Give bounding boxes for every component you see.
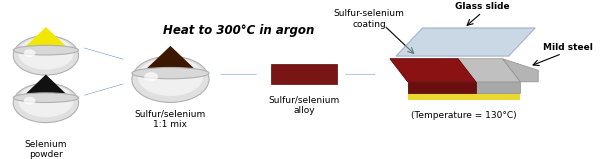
- Text: Mild steel: Mild steel: [543, 43, 593, 52]
- Text: Sulfur/selenium
alloy: Sulfur/selenium alloy: [268, 96, 340, 115]
- Text: Heat to 300°C in argon: Heat to 300°C in argon: [163, 24, 314, 37]
- Ellipse shape: [13, 45, 79, 55]
- Ellipse shape: [23, 49, 35, 57]
- Ellipse shape: [144, 72, 158, 81]
- Text: (Temperature = 130°C): (Temperature = 130°C): [411, 111, 517, 120]
- Text: Selenium
powder: Selenium powder: [25, 140, 67, 159]
- Ellipse shape: [13, 36, 79, 75]
- Polygon shape: [271, 64, 337, 84]
- Ellipse shape: [132, 56, 209, 102]
- Text: Sulfur-selenium
coating: Sulfur-selenium coating: [334, 9, 404, 29]
- Polygon shape: [408, 93, 520, 100]
- Polygon shape: [396, 28, 535, 56]
- Ellipse shape: [23, 97, 35, 105]
- Ellipse shape: [137, 57, 203, 96]
- Ellipse shape: [13, 83, 79, 123]
- Ellipse shape: [18, 84, 74, 117]
- Polygon shape: [390, 59, 520, 82]
- Text: Sulfur/selenium
1:1 mix: Sulfur/selenium 1:1 mix: [135, 110, 206, 129]
- Text: Sulfur
powder: Sulfur powder: [29, 95, 63, 114]
- Polygon shape: [503, 59, 538, 82]
- Ellipse shape: [18, 37, 74, 70]
- Polygon shape: [23, 27, 69, 49]
- Ellipse shape: [13, 93, 79, 103]
- Polygon shape: [408, 82, 520, 93]
- Polygon shape: [143, 46, 197, 72]
- Polygon shape: [408, 82, 476, 93]
- Polygon shape: [390, 59, 476, 82]
- Text: Glass slide: Glass slide: [455, 2, 509, 10]
- Ellipse shape: [132, 67, 209, 79]
- Polygon shape: [23, 75, 69, 96]
